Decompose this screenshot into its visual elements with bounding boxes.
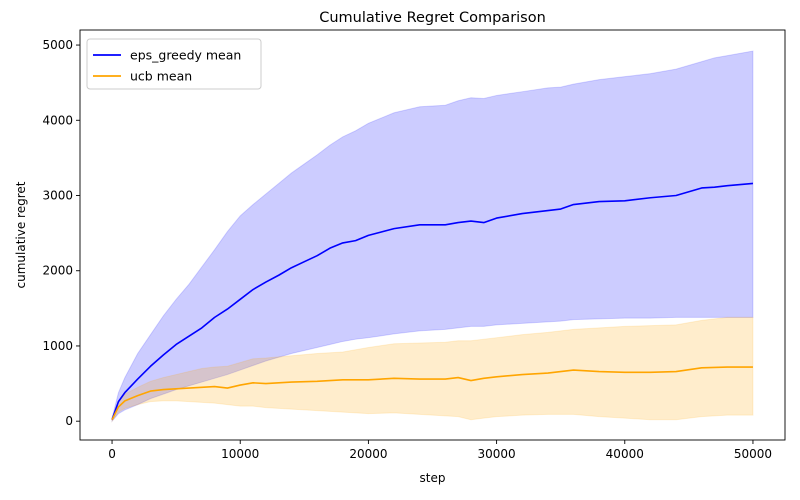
- plot-frame: [79, 29, 786, 441]
- y-tick-label: 5000: [42, 38, 73, 52]
- x-axis-ticks: 0 10000 20000 30000 40000 50000: [108, 440, 772, 461]
- legend-label-ucb-mean: ucb mean: [130, 69, 192, 84]
- y-tick-label: 3000: [42, 189, 73, 203]
- series-lines: [111, 182, 754, 421]
- x-tick-label: 0: [108, 447, 116, 461]
- x-tick-label: 30000: [477, 447, 515, 461]
- legend-label-eps-greedy-mean: eps_greedy mean: [130, 48, 241, 63]
- legend: eps_greedy mean ucb mean: [86, 38, 262, 90]
- x-tick-label: 40000: [606, 447, 644, 461]
- band-eps-greedy-mean: [111, 50, 754, 423]
- x-tick-label: 20000: [349, 447, 387, 461]
- y-axis-label: cumulative regret: [14, 181, 28, 288]
- band-ucb-mean: [111, 316, 754, 423]
- chart-title: Cumulative Regret Comparison: [319, 10, 546, 26]
- y-tick-label: 1000: [42, 339, 73, 353]
- y-tick-label: 2000: [42, 264, 73, 278]
- x-tick-label: 10000: [221, 447, 259, 461]
- y-axis-ticks: 0 1000 2000 3000 4000 5000: [42, 38, 80, 428]
- x-tick-label: 50000: [734, 447, 772, 461]
- confidence-bands: [111, 50, 754, 423]
- x-axis-label: step: [420, 471, 446, 485]
- y-tick-label: 0: [65, 414, 73, 428]
- line-ucb-mean: [111, 366, 753, 421]
- line-eps-greedy-mean: [111, 182, 754, 420]
- legend-box: [86, 38, 262, 90]
- y-tick-label: 4000: [42, 113, 73, 127]
